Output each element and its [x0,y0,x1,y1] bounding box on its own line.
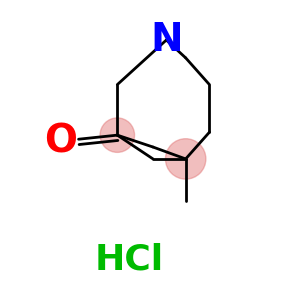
Text: N: N [150,21,183,59]
Circle shape [166,139,206,179]
Text: HCl: HCl [94,243,164,277]
Circle shape [100,118,134,152]
Text: O: O [44,122,77,160]
